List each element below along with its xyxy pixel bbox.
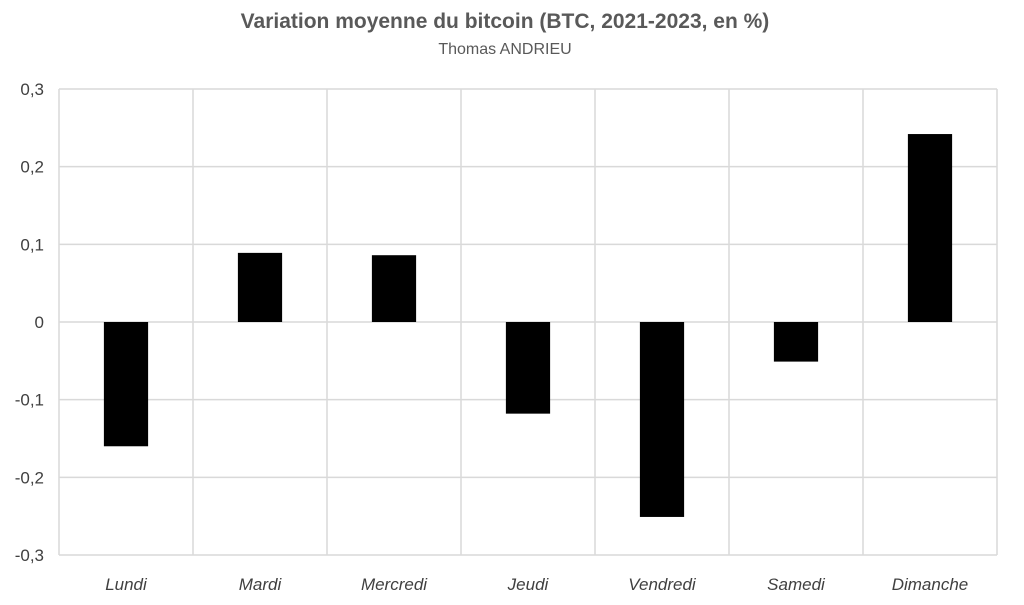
- x-category-label: Samedi: [767, 575, 826, 594]
- bar-samedi: [773, 322, 819, 362]
- x-category-label: Jeudi: [507, 575, 550, 594]
- bar-mercredi: [371, 255, 417, 322]
- y-tick-label: 0: [35, 313, 44, 332]
- bar-dimanche: [907, 134, 953, 322]
- x-category-label: Vendredi: [628, 575, 697, 594]
- x-category-label: Dimanche: [892, 575, 969, 594]
- bar-jeudi: [505, 322, 551, 414]
- y-tick-label: 0,3: [20, 80, 44, 99]
- y-tick-label: -0,2: [15, 468, 44, 487]
- grid-lines: [58, 88, 998, 556]
- x-axis-category-labels: Lundi Mardi Mercredi Jeudi Vendredi Samedi Dim…: [105, 575, 968, 594]
- y-tick-label: 0,2: [20, 158, 44, 177]
- bar-lundi: [103, 322, 149, 447]
- x-category-label: Mercredi: [361, 575, 428, 594]
- bars: [103, 134, 953, 517]
- chart-subtitle: Thomas ANDRIEU: [438, 41, 572, 58]
- y-tick-label: 0,1: [20, 235, 44, 254]
- x-category-label: Lundi: [105, 575, 148, 594]
- bar-mardi: [237, 252, 283, 322]
- x-category-label: Mardi: [239, 575, 283, 594]
- bar-vendredi: [639, 322, 685, 517]
- y-tick-label: -0,3: [15, 546, 44, 565]
- chart-title: Variation moyenne du bitcoin (BTC, 2021-…: [240, 10, 770, 33]
- y-axis-tick-labels: 0,3 0,2 0,1 0 -0,1 -0,2 -0,3: [15, 80, 44, 565]
- y-tick-label: -0,1: [15, 391, 44, 410]
